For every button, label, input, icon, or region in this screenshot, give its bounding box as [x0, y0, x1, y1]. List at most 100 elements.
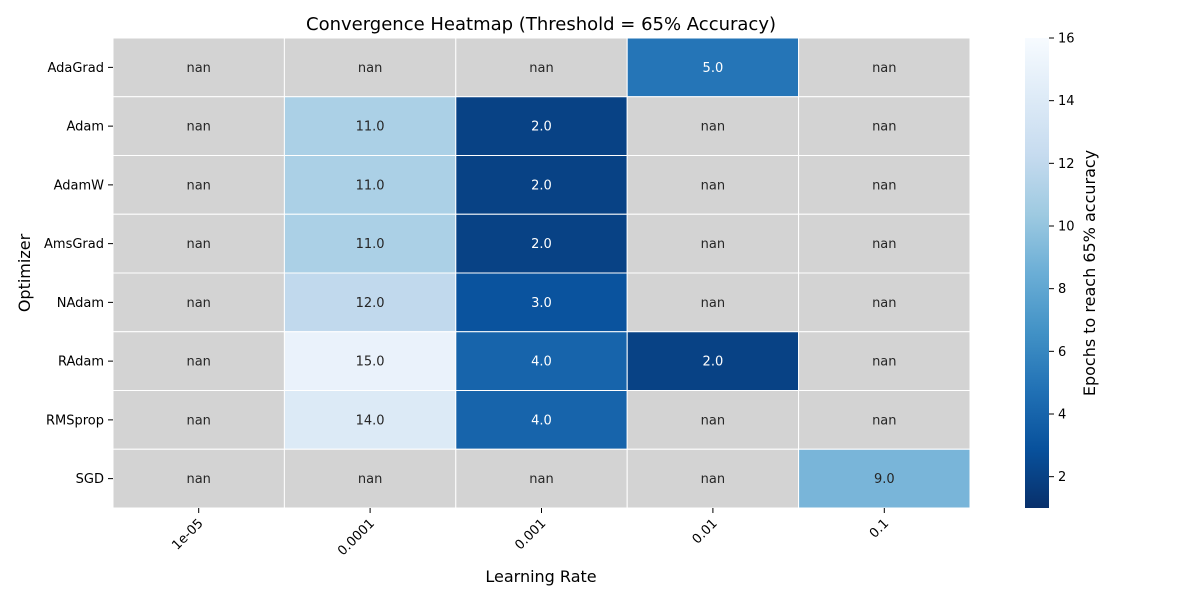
x-tick-label: 0.001 — [512, 516, 549, 553]
cell-value-label: nan — [701, 296, 725, 311]
cell-value-label: nan — [186, 413, 210, 428]
cell-value-label: 11.0 — [356, 178, 385, 193]
cell-value-label: nan — [701, 178, 725, 193]
colorbar-tick-label: 10 — [1058, 220, 1075, 235]
heatmap-cell — [283, 155, 457, 215]
heatmap-cell — [798, 390, 971, 450]
cell-value-label: nan — [186, 61, 210, 76]
colorbar: 2 4 6 8 10 12 14 16 — [1025, 32, 1075, 508]
cell-value-label: nan — [701, 120, 725, 135]
cell-value-label: nan — [529, 472, 553, 487]
cell-value-label: nan — [701, 413, 725, 428]
heatmap-cell — [283, 331, 457, 391]
heatmap-cell — [455, 155, 628, 215]
heatmap-cells: nan nan nan 5.0 nan nan 11.0 2.0 nan nan nan 11.0 2.… — [112, 37, 971, 509]
heatmap-cell — [798, 331, 971, 391]
cell-value-label: 2.0 — [531, 237, 552, 252]
heatmap-cell — [455, 37, 628, 98]
colorbar-tick-label: 2 — [1058, 470, 1066, 485]
heatmap-cell — [283, 213, 457, 274]
x-tick-label: 1e-05 — [169, 516, 206, 553]
heatmap-cell — [455, 96, 628, 156]
cell-value-label: nan — [872, 413, 896, 428]
heatmap-cell — [798, 272, 971, 333]
colorbar-tick-label: 4 — [1058, 408, 1066, 423]
y-tick-label: AdamW — [54, 178, 105, 193]
heatmap-cell — [626, 155, 800, 215]
heatmap-cell — [798, 448, 971, 509]
cell-value-label: 14.0 — [356, 413, 385, 428]
x-tick-label: 0.0001 — [335, 516, 378, 559]
cell-value-label: nan — [701, 472, 725, 487]
cell-value-label: nan — [872, 178, 896, 193]
cell-value-label: nan — [701, 237, 725, 252]
x-tick-label: 0.1 — [867, 516, 892, 541]
heatmap-cell — [112, 37, 285, 98]
heatmap-cell — [798, 96, 971, 156]
heatmap-cell — [626, 37, 800, 98]
cell-value-label: nan — [872, 61, 896, 76]
cell-value-label: nan — [358, 472, 382, 487]
heatmap-cell — [798, 213, 971, 274]
heatmap-cell — [798, 37, 971, 98]
heatmap-cell — [283, 272, 457, 333]
y-tick-label: RMSprop — [46, 413, 104, 428]
heatmap-cell — [112, 390, 285, 450]
heatmap-cell — [112, 448, 285, 509]
heatmap-cell — [455, 213, 628, 274]
cell-value-label: 9.0 — [874, 472, 895, 487]
heatmap-cell — [626, 213, 800, 274]
cell-value-label: 11.0 — [356, 237, 385, 252]
chart-title: Convergence Heatmap (Threshold = 65% Acc… — [306, 14, 776, 35]
y-tick-label: AdaGrad — [47, 61, 104, 76]
heatmap-cell — [626, 331, 800, 391]
y-axis-label: Optimizer — [15, 233, 34, 312]
heatmap-cell — [455, 272, 628, 333]
y-tick-label: Adam — [66, 120, 104, 135]
heatmap-cell — [798, 155, 971, 215]
heatmap-cell — [283, 37, 457, 98]
x-tick-label: 0.01 — [690, 516, 721, 547]
colorbar-gradient — [1025, 38, 1049, 508]
colorbar-tick-label: 16 — [1058, 32, 1075, 47]
cell-value-label: 15.0 — [356, 355, 385, 370]
colorbar-tick-label: 8 — [1058, 282, 1066, 297]
heatmap-cell — [112, 96, 285, 156]
cell-value-label: 2.0 — [531, 178, 552, 193]
cell-value-label: nan — [872, 237, 896, 252]
heatmap-cell — [112, 272, 285, 333]
cell-value-label: nan — [186, 120, 210, 135]
cell-value-label: 3.0 — [531, 296, 552, 311]
heatmap-cell — [455, 331, 628, 391]
cell-value-label: 5.0 — [703, 61, 724, 76]
x-axis: 1e-05 0.0001 0.001 0.01 0.1 — [169, 508, 892, 559]
cell-value-label: nan — [872, 120, 896, 135]
y-tick-label: AmsGrad — [44, 237, 104, 252]
colorbar-tick-label: 12 — [1058, 157, 1075, 172]
cell-value-label: 4.0 — [531, 413, 552, 428]
cell-value-label: nan — [358, 61, 382, 76]
heatmap-cell — [626, 448, 800, 509]
colorbar-label: Epochs to reach 65% accuracy — [1080, 150, 1099, 396]
cell-value-label: nan — [872, 296, 896, 311]
cell-value-label: 11.0 — [356, 120, 385, 135]
heatmap-cell — [455, 448, 628, 509]
y-tick-label: SGD — [76, 472, 104, 487]
y-axis: AdaGrad Adam AdamW AmsGrad NAdam RAdam RMSprop… — [44, 61, 113, 487]
y-tick-label: NAdam — [57, 296, 104, 311]
cell-value-label: nan — [186, 237, 210, 252]
x-axis-label: Learning Rate — [485, 567, 596, 586]
cell-value-label: 2.0 — [703, 355, 724, 370]
cell-value-label: 2.0 — [531, 120, 552, 135]
cell-value-label: nan — [186, 296, 210, 311]
cell-value-label: nan — [186, 178, 210, 193]
cell-value-label: nan — [186, 472, 210, 487]
cell-value-label: nan — [872, 355, 896, 370]
heatmap-cell — [283, 448, 457, 509]
y-tick-label: RAdam — [58, 355, 104, 370]
cell-value-label: 4.0 — [531, 355, 552, 370]
cell-value-label: 12.0 — [356, 296, 385, 311]
colorbar-tick-label: 14 — [1058, 94, 1075, 109]
colorbar-tick-label: 6 — [1058, 345, 1066, 360]
